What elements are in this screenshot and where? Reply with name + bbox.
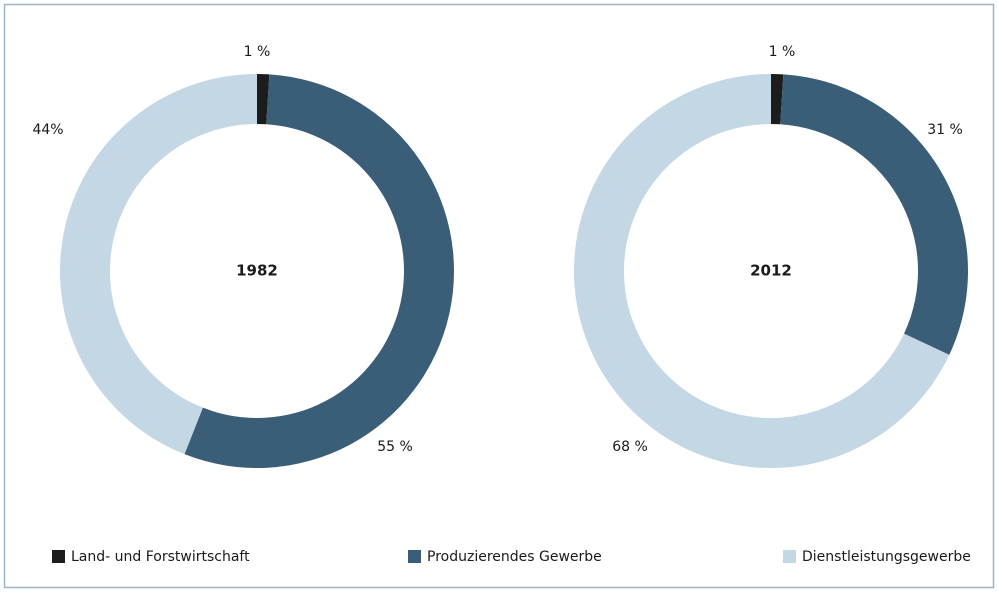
chart-title: 2012 xyxy=(750,262,792,280)
value-label: 31 % xyxy=(927,122,963,138)
value-label: 44% xyxy=(32,122,63,138)
value-label: 55 % xyxy=(377,439,413,455)
legend-swatch xyxy=(783,550,796,563)
donut-segment xyxy=(257,74,270,125)
value-label: 1 % xyxy=(244,44,271,60)
value-label: 1 % xyxy=(769,44,796,60)
donut-segment xyxy=(771,74,784,125)
chart-title: 1982 xyxy=(236,262,278,280)
donut-segment xyxy=(780,74,968,355)
legend-swatch xyxy=(52,550,65,563)
legend-label: Produzierendes Gewerbe xyxy=(427,549,602,565)
legend-label: Dienstleistungsgewerbe xyxy=(802,549,971,565)
legend-swatch xyxy=(408,550,421,563)
legend-label: Land- und Forstwirtschaft xyxy=(71,549,250,565)
donut-segment xyxy=(184,74,455,468)
value-label: 68 % xyxy=(612,439,648,455)
donut-segment xyxy=(60,74,258,455)
